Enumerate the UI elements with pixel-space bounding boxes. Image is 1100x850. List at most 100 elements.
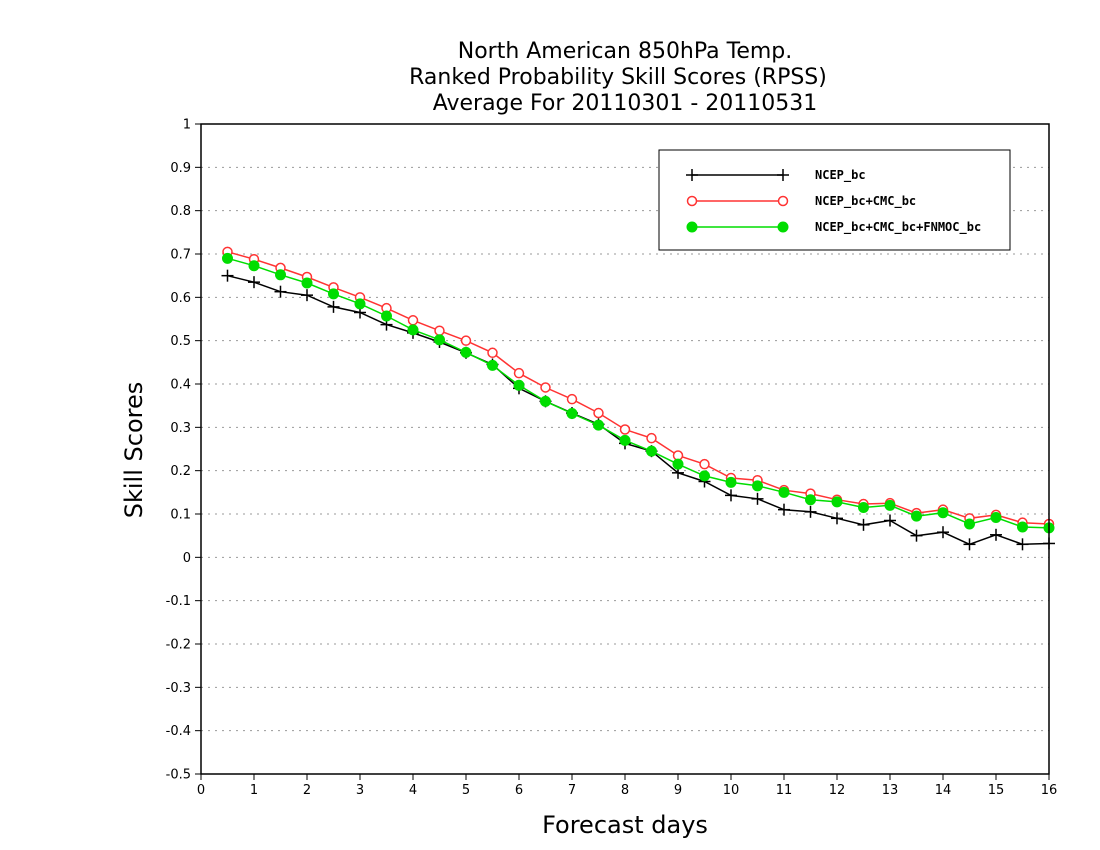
y-tick-label: 0.3	[170, 421, 191, 436]
data-point	[1016, 538, 1029, 551]
data-point	[407, 315, 419, 326]
chart-title-line-3: Average For 20110301 - 20110531	[433, 91, 818, 116]
x-tick-label: 15	[988, 783, 1005, 798]
data-point	[884, 514, 896, 527]
series-2	[222, 246, 1055, 530]
x-tick-label: 0	[197, 783, 205, 798]
data-point	[540, 395, 551, 407]
legend: NCEP_bc NCEP_bc+CMC_bc NCEP_bc+CMC_bc+FNMO…	[658, 149, 1011, 251]
data-point	[301, 277, 313, 289]
data-point	[778, 503, 790, 516]
x-tick-label: 7	[568, 783, 576, 798]
y-tick-label: 0.9	[170, 161, 191, 176]
plot-frame	[200, 123, 1050, 775]
chart-title: North American 850hPa Temp. Ranked Proba…	[409, 39, 827, 116]
x-tick-label: 14	[935, 783, 952, 798]
data-point	[752, 480, 763, 492]
data-point	[990, 528, 1002, 541]
x-tick-label: 9	[674, 783, 682, 798]
x-tick-label: 6	[515, 783, 523, 798]
data-point	[275, 269, 286, 281]
x-tick-label: 8	[621, 783, 629, 798]
data-point	[513, 379, 525, 391]
data-point	[540, 382, 551, 393]
data-point	[937, 526, 949, 539]
legend-label: NCEP_bc+CMC_bc	[815, 194, 916, 209]
legend-marker	[777, 195, 789, 207]
data-point	[434, 334, 445, 346]
data-point	[248, 276, 260, 289]
series-line	[227, 257, 1050, 529]
data-point	[566, 393, 578, 405]
data-point	[381, 310, 392, 322]
y-tick-label: 0.7	[170, 248, 191, 263]
data-point	[1017, 521, 1028, 533]
data-point	[248, 260, 260, 272]
data-point	[858, 502, 869, 513]
x-tick-label: 10	[723, 783, 740, 798]
series-3	[222, 252, 1055, 534]
data-point	[327, 300, 340, 313]
data-point	[804, 505, 817, 518]
y-tick-label: -0.5	[166, 768, 191, 783]
data-point	[778, 486, 790, 498]
y-tick-label: -0.2	[166, 638, 191, 653]
x-tick-label: 4	[409, 783, 417, 798]
data-point	[566, 407, 578, 419]
data-point	[725, 476, 737, 488]
data-point	[672, 458, 684, 470]
y-tick-label: 0.8	[170, 204, 191, 219]
y-tick-label: 0.5	[170, 334, 191, 349]
chart-title-line-2: Ranked Probability Skill Scores (RPSS)	[409, 65, 827, 90]
data-point	[487, 347, 498, 359]
data-point	[964, 518, 975, 530]
data-point	[354, 298, 366, 310]
legend-item-3: NCEP_bc+CMC_bc+FNMOC_bc	[686, 220, 981, 235]
data-point	[831, 512, 843, 525]
legend-label: NCEP_bc	[815, 168, 866, 183]
legend-marker	[686, 221, 698, 233]
data-point	[857, 518, 870, 531]
y-tick-label: 0.2	[170, 464, 191, 479]
data-point	[593, 419, 604, 431]
y-tick-label: -0.4	[166, 724, 191, 739]
y-tick-label: 0	[183, 551, 191, 566]
y-axis-ticks: -0.5 -0.4 -0.3 -0.2 -0.1 0 0.1 0.2 0.3 0.4 0.5 0.6 0…	[166, 118, 201, 783]
data-point	[751, 492, 764, 505]
series-layer	[221, 246, 1055, 551]
y-tick-label: -0.1	[166, 594, 191, 609]
data-point	[911, 510, 922, 522]
data-point	[672, 450, 684, 461]
series-1	[221, 269, 1055, 551]
data-point	[513, 367, 525, 379]
data-point	[725, 489, 737, 502]
y-tick-label: 0.1	[170, 508, 191, 523]
y-tick-label: 0.6	[170, 291, 191, 306]
x-tick-label: 12	[829, 783, 846, 798]
legend-marker	[777, 221, 789, 233]
gridlines	[201, 166, 1049, 732]
data-point	[805, 494, 816, 506]
x-tick-label: 1	[250, 783, 258, 798]
series-line	[227, 274, 1050, 546]
x-tick-label: 13	[882, 783, 899, 798]
data-point	[963, 538, 976, 551]
y-tick-label: 1	[183, 118, 191, 133]
data-point	[274, 285, 287, 298]
legend-item-1: NCEP_bc	[686, 168, 866, 183]
data-point	[910, 529, 923, 542]
data-point	[434, 325, 445, 336]
data-point	[646, 432, 657, 444]
x-tick-label: 16	[1041, 783, 1058, 798]
data-point	[646, 445, 657, 457]
data-point	[222, 252, 233, 264]
data-point	[619, 424, 631, 435]
data-point	[990, 511, 1002, 523]
data-point	[407, 324, 419, 336]
legend-marker	[686, 169, 698, 181]
legend-item-2: NCEP_bc+CMC_bc	[686, 194, 916, 209]
x-tick-label: 3	[356, 783, 364, 798]
data-point	[619, 434, 631, 446]
data-point	[221, 269, 234, 282]
